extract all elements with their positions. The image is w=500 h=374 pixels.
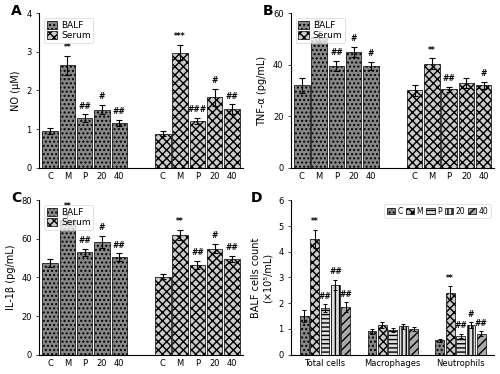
Bar bbox=[172, 53, 188, 168]
Bar bbox=[364, 66, 378, 168]
Bar bbox=[446, 293, 454, 355]
Bar bbox=[224, 259, 240, 355]
Text: ##: ## bbox=[318, 292, 332, 301]
Bar bbox=[331, 285, 340, 355]
Text: B: B bbox=[262, 4, 274, 18]
Text: ##: ## bbox=[78, 236, 91, 245]
Text: #: # bbox=[98, 223, 105, 232]
Text: A: A bbox=[11, 4, 22, 18]
Bar bbox=[399, 327, 407, 355]
Legend: BALF, Serum: BALF, Serum bbox=[44, 205, 94, 230]
Text: #: # bbox=[350, 34, 357, 43]
Bar bbox=[310, 239, 319, 355]
Bar bbox=[320, 308, 330, 355]
Text: ##: ## bbox=[443, 74, 456, 83]
Text: ***: *** bbox=[174, 32, 186, 41]
Text: ###: ### bbox=[188, 105, 207, 114]
Legend: C, M, P, 20, 40: C, M, P, 20, 40 bbox=[384, 204, 490, 218]
Y-axis label: NO (μM): NO (μM) bbox=[11, 70, 21, 111]
Bar bbox=[42, 263, 58, 355]
Y-axis label: IL-1β (pg/mL): IL-1β (pg/mL) bbox=[6, 245, 16, 310]
Text: ##: ## bbox=[454, 321, 467, 330]
Text: #: # bbox=[480, 69, 487, 78]
Y-axis label: BALF cells count
(×10⁵/mL): BALF cells count (×10⁵/mL) bbox=[251, 237, 272, 318]
Bar bbox=[94, 242, 110, 355]
Bar bbox=[312, 37, 327, 168]
Bar bbox=[60, 65, 75, 168]
Bar bbox=[155, 134, 170, 168]
Text: ##: ## bbox=[329, 267, 342, 276]
Bar bbox=[466, 325, 475, 355]
Bar bbox=[346, 52, 362, 168]
Bar bbox=[294, 85, 310, 168]
Bar bbox=[409, 329, 418, 355]
Text: ##: ## bbox=[226, 243, 238, 252]
Bar bbox=[190, 265, 205, 355]
Bar bbox=[77, 252, 92, 355]
Text: ##: ## bbox=[78, 101, 91, 111]
Text: D: D bbox=[250, 191, 262, 205]
Text: **: ** bbox=[64, 43, 72, 52]
Bar bbox=[207, 249, 222, 355]
Text: ##: ## bbox=[330, 48, 343, 57]
Bar bbox=[329, 66, 344, 168]
Text: ##: ## bbox=[191, 248, 204, 257]
Bar bbox=[342, 307, 350, 355]
Text: **: ** bbox=[311, 217, 318, 226]
Text: ##: ## bbox=[475, 319, 488, 328]
Bar bbox=[300, 316, 308, 355]
Bar bbox=[436, 340, 444, 355]
Bar bbox=[207, 98, 222, 168]
Bar bbox=[477, 334, 486, 355]
Text: #: # bbox=[468, 310, 474, 319]
Text: #: # bbox=[212, 231, 218, 240]
Bar bbox=[60, 220, 75, 355]
Bar bbox=[476, 85, 492, 168]
Bar bbox=[407, 91, 422, 168]
Legend: BALF, Serum: BALF, Serum bbox=[44, 18, 94, 43]
Text: ##: ## bbox=[113, 107, 126, 116]
Bar bbox=[112, 123, 127, 168]
Text: #: # bbox=[212, 76, 218, 85]
Text: ##: ## bbox=[340, 289, 352, 298]
Text: **: ** bbox=[316, 19, 323, 28]
Text: ##: ## bbox=[226, 92, 238, 101]
Bar bbox=[172, 235, 188, 355]
Bar bbox=[368, 331, 376, 355]
Text: **: ** bbox=[428, 46, 436, 55]
Text: **: ** bbox=[176, 217, 184, 226]
Text: ##: ## bbox=[113, 240, 126, 249]
Text: #: # bbox=[368, 49, 374, 58]
Bar bbox=[378, 325, 387, 355]
Bar bbox=[388, 330, 397, 355]
Bar bbox=[155, 276, 170, 355]
Text: C: C bbox=[11, 191, 21, 205]
Bar bbox=[77, 118, 92, 168]
Bar bbox=[94, 110, 110, 168]
Text: **: ** bbox=[64, 202, 72, 211]
Text: **: ** bbox=[446, 274, 454, 283]
Bar bbox=[456, 336, 465, 355]
Bar bbox=[459, 83, 474, 168]
Bar bbox=[42, 131, 58, 168]
Y-axis label: TNF-α (pg/mL): TNF-α (pg/mL) bbox=[258, 55, 268, 126]
Bar bbox=[442, 89, 457, 168]
Bar bbox=[190, 121, 205, 168]
Bar bbox=[424, 64, 440, 168]
Bar bbox=[224, 109, 240, 168]
Text: #: # bbox=[98, 92, 105, 101]
Bar bbox=[112, 257, 127, 355]
Legend: BALF, Serum: BALF, Serum bbox=[296, 18, 345, 43]
